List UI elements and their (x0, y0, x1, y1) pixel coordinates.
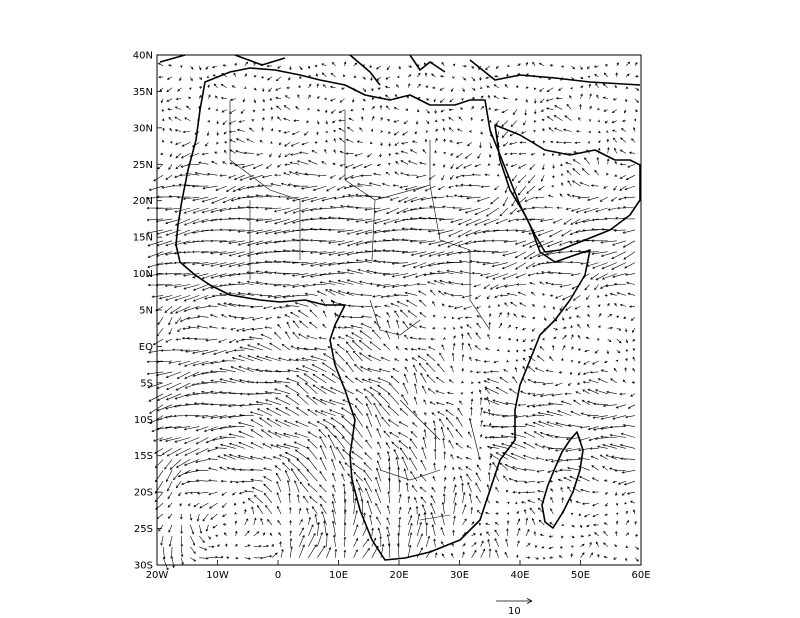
y-tick-label: 15N (133, 233, 153, 244)
madagascar-coast (541, 431, 584, 529)
wind-vector-field (146, 61, 640, 571)
arabian-peninsula-coast (494, 124, 641, 253)
country-borders (229, 100, 491, 521)
y-axis-ticks: 40N 35N 30N 25N 20N 15N 10N 5N EQ 5S 10S 15S 20S 25S 3… (133, 51, 162, 572)
y-tick-label: 25N (133, 160, 153, 171)
y-tick-label: 15S (134, 451, 153, 462)
x-tick-label: 30E (450, 570, 469, 581)
reference-vector-arrowhead (526, 598, 533, 604)
x-axis-ticks: 20W 10W 0 10E 20E 30E 40E 50E 60E (146, 560, 651, 581)
y-tick-label: 40N (133, 51, 153, 62)
x-tick-label: 50E (571, 570, 590, 581)
x-tick-label: 10E (329, 570, 348, 581)
y-tick-label: 35N (133, 87, 153, 98)
y-tick-label: 30N (133, 123, 153, 134)
reference-vector-key: 10 (496, 598, 533, 617)
africa-mainland-coast (175, 67, 591, 561)
y-tick-label: 25S (134, 524, 153, 535)
y-tick-label: 5N (139, 306, 153, 317)
wind-vectors (146, 61, 640, 571)
y-tick-label: EQ (139, 342, 153, 353)
x-tick-label: 20E (389, 570, 408, 581)
y-tick-label: 10N (133, 269, 153, 280)
y-tick-label: 5S (140, 378, 153, 389)
x-tick-label: 40E (510, 570, 529, 581)
x-tick-label: 0 (275, 570, 281, 581)
y-tick-label: 20S (134, 488, 153, 499)
southern-europe-coast (159, 54, 641, 86)
y-tick-label: 10S (134, 415, 153, 426)
x-tick-label: 20W (146, 570, 169, 581)
y-tick-label: 30S (134, 561, 153, 572)
y-tick-label: 20N (133, 196, 153, 207)
reference-vector-label: 10 (508, 606, 521, 617)
x-tick-label: 60E (631, 570, 650, 581)
africa-coastline (159, 54, 641, 561)
x-tick-label: 10W (206, 570, 229, 581)
